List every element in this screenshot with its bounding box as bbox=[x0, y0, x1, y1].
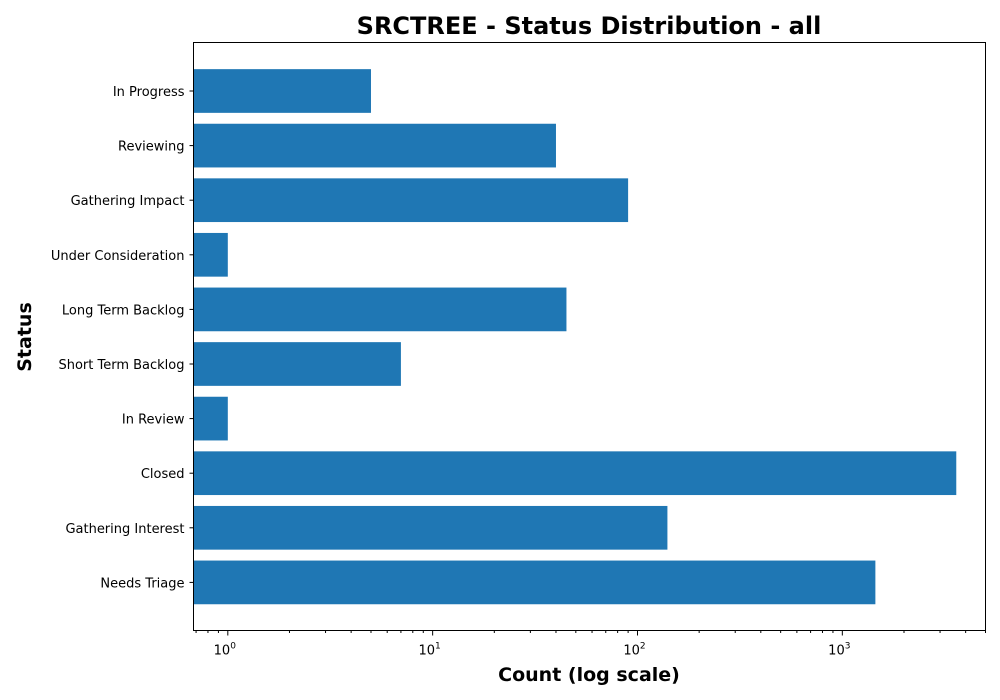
y-tick-label: Reviewing bbox=[118, 140, 185, 155]
x-tick-label: 102 bbox=[623, 642, 645, 659]
y-tick-label: Gathering Interest bbox=[65, 522, 184, 537]
x-axis-label: Count (log scale) bbox=[498, 664, 680, 686]
bar bbox=[193, 560, 876, 605]
x-axis-ticks: 100 101 102 103 bbox=[195, 630, 986, 659]
bar bbox=[193, 396, 228, 441]
y-tick-label: Needs Triage bbox=[100, 576, 184, 591]
bar bbox=[193, 178, 629, 223]
y-tick-label: Short Term Backlog bbox=[58, 358, 184, 373]
x-tick-label: 101 bbox=[419, 642, 441, 659]
bar bbox=[193, 232, 228, 277]
bar bbox=[193, 287, 567, 332]
chart-title: SRCTREE - Status Distribution - all bbox=[357, 12, 822, 40]
bar bbox=[193, 505, 668, 550]
y-axis-ticks: In Progress Reviewing Gathering Impact Unde… bbox=[51, 85, 194, 591]
bar bbox=[193, 69, 371, 113]
bar bbox=[193, 342, 401, 386]
plot-frame bbox=[193, 42, 986, 631]
y-tick-label: Under Consideration bbox=[51, 249, 185, 264]
x-tick-label: 103 bbox=[828, 642, 850, 659]
y-tick-label: In Progress bbox=[113, 85, 185, 100]
y-axis-label: Status bbox=[14, 302, 36, 372]
y-tick-label: Closed bbox=[141, 467, 185, 482]
bars-group bbox=[193, 69, 957, 605]
y-tick-label: Long Term Backlog bbox=[62, 303, 185, 318]
bar bbox=[193, 123, 556, 168]
y-tick-label: In Review bbox=[122, 413, 185, 428]
bar bbox=[193, 451, 957, 496]
y-tick-label: Gathering Impact bbox=[71, 194, 185, 209]
x-tick-label: 100 bbox=[214, 642, 237, 659]
